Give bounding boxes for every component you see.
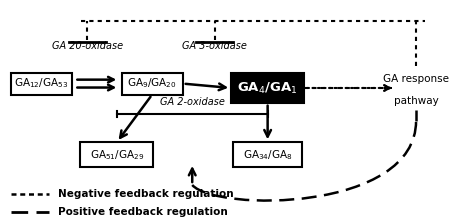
Text: GA response: GA response — [383, 74, 449, 84]
Text: GA$_{51}$/GA$_{29}$: GA$_{51}$/GA$_{29}$ — [90, 148, 144, 162]
Text: GA 20-oxidase: GA 20-oxidase — [52, 41, 123, 51]
FancyBboxPatch shape — [231, 73, 304, 103]
Text: GA$_{34}$/GA$_8$: GA$_{34}$/GA$_8$ — [243, 148, 292, 162]
Text: Positive feedback regulation: Positive feedback regulation — [58, 207, 228, 217]
Text: pathway: pathway — [394, 96, 438, 106]
Text: GA$_9$/GA$_{20}$: GA$_9$/GA$_{20}$ — [128, 77, 177, 91]
Text: GA 2-oxidase: GA 2-oxidase — [160, 97, 225, 107]
FancyBboxPatch shape — [80, 142, 154, 167]
Text: GA$_4$/GA$_1$: GA$_4$/GA$_1$ — [237, 80, 298, 95]
FancyBboxPatch shape — [234, 142, 302, 167]
Text: Negative feedback regulation: Negative feedback regulation — [58, 189, 234, 199]
FancyBboxPatch shape — [11, 73, 72, 95]
FancyBboxPatch shape — [121, 73, 183, 95]
Text: GA 3-oxidase: GA 3-oxidase — [182, 41, 247, 51]
Text: GA$_{12}$/GA$_{53}$: GA$_{12}$/GA$_{53}$ — [14, 77, 69, 91]
